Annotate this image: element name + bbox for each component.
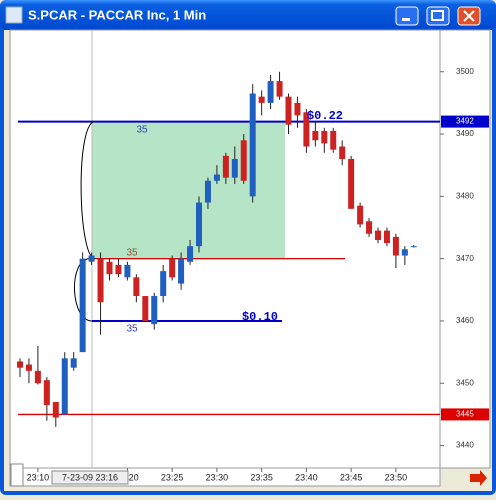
candle-body xyxy=(231,158,238,178)
candle-body xyxy=(321,130,328,144)
candle-body xyxy=(52,401,59,418)
price-marker-label: 3492 xyxy=(456,117,474,126)
price-axis xyxy=(439,29,491,469)
cursor-label: 7-23-09 23:16 xyxy=(62,472,118,482)
annotation: $0.10 xyxy=(242,310,278,324)
candle-body xyxy=(375,230,381,240)
candle-body xyxy=(348,158,355,209)
corner-box xyxy=(10,463,24,487)
candle-body xyxy=(330,130,337,150)
candle-body xyxy=(204,180,211,203)
price-marker-label: 3445 xyxy=(456,410,474,419)
annotation: $0.22 xyxy=(307,109,343,123)
candle-body xyxy=(267,81,274,103)
x-tick-label: 23:35 xyxy=(250,472,273,482)
candle-body xyxy=(169,258,176,278)
candle-body xyxy=(357,205,364,225)
candle-body xyxy=(249,93,256,197)
candle-body xyxy=(106,261,113,275)
candle-body xyxy=(142,296,149,321)
zone xyxy=(92,121,285,259)
y-tick-label: 3480 xyxy=(456,191,474,200)
bracket xyxy=(80,121,96,260)
candle-body xyxy=(61,358,68,415)
candle-body xyxy=(133,277,140,297)
candle-body xyxy=(312,130,319,141)
y-tick-label: 3460 xyxy=(456,316,474,325)
candle-body xyxy=(366,221,373,234)
x-tick-label: 23:30 xyxy=(206,472,229,482)
candle-body xyxy=(34,370,41,384)
y-tick-label: 3500 xyxy=(456,67,474,76)
y-tick-label: 3440 xyxy=(456,441,474,450)
chart: 3440 3450 3460 3470 3480 3490 3500 $0.22 $0.10 35… xyxy=(17,30,489,485)
title-bar xyxy=(0,0,496,30)
candle-body xyxy=(97,258,104,303)
candle-body xyxy=(79,258,86,353)
maximize-button[interactable] xyxy=(426,6,450,26)
candle-body xyxy=(258,96,265,103)
candle-body xyxy=(222,155,229,178)
annotation: 35 xyxy=(126,248,138,259)
candle-body xyxy=(392,236,399,256)
candle-body xyxy=(213,174,220,181)
x-tick-label: 23:10 xyxy=(27,472,50,482)
candle-body xyxy=(17,361,23,368)
y-tick-label: 3450 xyxy=(456,378,474,387)
candle-body xyxy=(285,96,292,125)
candle-body xyxy=(339,146,346,159)
candle-body xyxy=(178,258,185,284)
y-tick-label: 3490 xyxy=(456,129,474,138)
candle-body xyxy=(196,202,202,247)
annotation: 35 xyxy=(136,125,148,136)
candle-body xyxy=(240,140,247,181)
annotation: 35 xyxy=(126,324,138,335)
candle-body xyxy=(160,271,167,297)
candle-body xyxy=(88,255,95,262)
candle-body xyxy=(276,81,283,97)
price-marker xyxy=(441,408,489,421)
window-title: S.PCAR - PACCAR Inc, 1 Min xyxy=(28,7,206,22)
price-marker xyxy=(441,115,489,128)
candle-body xyxy=(115,264,122,275)
x-tick-label: 23:50 xyxy=(385,472,408,482)
app-icon xyxy=(5,6,23,24)
y-tick-label: 3470 xyxy=(456,254,474,263)
candle-body xyxy=(187,246,194,262)
candle-body xyxy=(25,364,32,371)
cursor-box xyxy=(51,470,129,485)
candle-body xyxy=(410,246,417,248)
x-tick-label: 23:40 xyxy=(295,472,318,482)
candle-body xyxy=(303,112,310,147)
maximize-icon xyxy=(431,10,444,21)
candle-body xyxy=(294,102,301,116)
candle-body xyxy=(151,296,158,325)
candle-body xyxy=(43,380,50,406)
x-tick-label: 23:45 xyxy=(340,472,363,482)
scroll-arrow[interactable] xyxy=(470,470,487,486)
x-tick-label: 23:25 xyxy=(161,472,184,482)
close-icon xyxy=(463,10,475,22)
minimize-icon xyxy=(402,18,410,21)
candle-body xyxy=(401,249,408,256)
candle-body xyxy=(124,264,131,278)
candle-body xyxy=(383,230,390,244)
minimize-button[interactable] xyxy=(395,6,419,26)
candle-body xyxy=(70,358,77,368)
